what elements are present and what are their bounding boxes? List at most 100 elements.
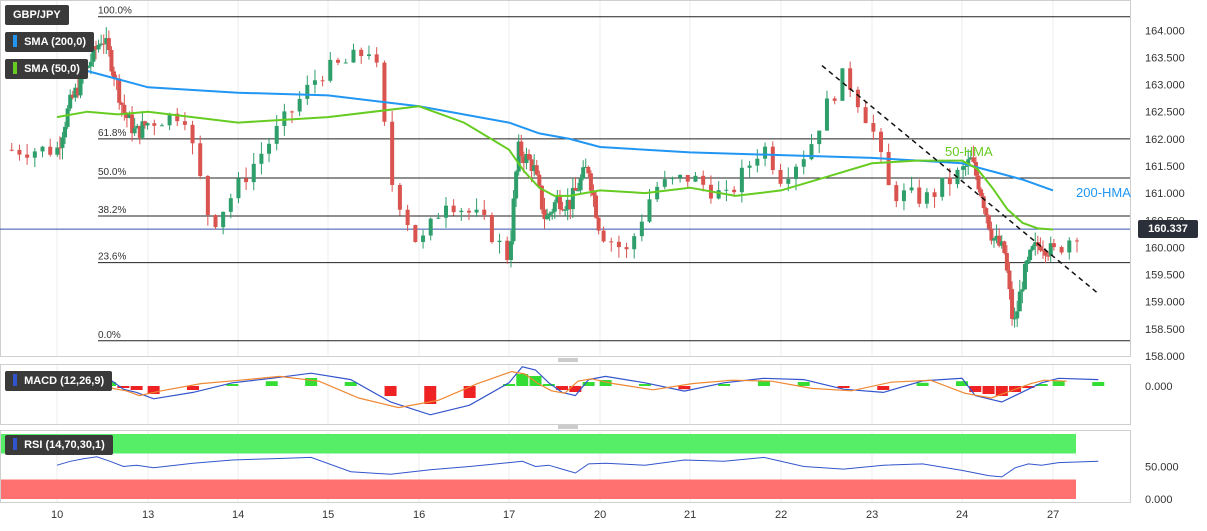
macd-bar [516, 374, 529, 386]
macd-bar [463, 386, 476, 398]
x-tick-label: 22 [775, 509, 787, 521]
candle-body [778, 169, 783, 184]
candle-body [639, 221, 644, 237]
candle-body [290, 111, 294, 113]
x-tick-label: 17 [503, 509, 515, 521]
macd-bar [582, 382, 595, 386]
candle-body [1017, 291, 1022, 312]
macd-signal-line [25, 370, 1067, 409]
candle-body [397, 184, 402, 210]
candle-body [1048, 243, 1053, 256]
candle-body [55, 147, 60, 155]
sma50-legend-text: SMA (50,0) [24, 63, 80, 75]
macd-bar [982, 386, 995, 394]
macd-bar [130, 386, 143, 390]
candle-body [436, 217, 441, 219]
candle-body [444, 205, 448, 218]
candle-body [359, 49, 364, 57]
candle-body [93, 46, 98, 50]
candle-body [413, 225, 418, 242]
candle-body [459, 210, 464, 213]
symbol-text: GBP/JPY [13, 9, 61, 21]
candle-body [616, 241, 621, 248]
last-price-label: 160.337 [1138, 220, 1198, 238]
candle-body [848, 68, 853, 90]
candle-body [40, 146, 45, 152]
candle-body [966, 159, 971, 166]
candle-body [794, 166, 799, 180]
candle-body [205, 175, 210, 216]
candle-body [390, 121, 395, 185]
fib-label: 0.0% [98, 330, 121, 341]
x-tick-label: 13 [142, 509, 154, 521]
candle-body [122, 104, 127, 114]
candle-body [91, 46, 96, 62]
candle-body [947, 177, 952, 185]
hma50-line [56, 105, 1054, 231]
candle-body [716, 190, 721, 199]
sma200-legend[interactable]: SMA (200,0) [5, 32, 95, 52]
macd-bar [757, 381, 770, 386]
candle-body [670, 177, 675, 180]
candle-body [678, 174, 683, 178]
candle-body [73, 87, 78, 98]
sma50-legend[interactable]: SMA (50,0) [5, 59, 88, 79]
sma50-swatch [13, 62, 17, 74]
macd-bar [147, 386, 160, 394]
y-tick-label: 162.000 [1145, 134, 1185, 146]
rsi-line [56, 456, 1099, 478]
candle-body [336, 59, 341, 63]
candle-body [542, 209, 547, 220]
candle-body [65, 108, 70, 127]
macd-label[interactable]: MACD (12,26,9) [5, 371, 113, 391]
candle-body [127, 114, 132, 119]
y-tick-label: 160.000 [1145, 242, 1185, 254]
candle-body [924, 192, 929, 204]
macd-bar [797, 382, 810, 386]
macd-bar [1022, 386, 1035, 388]
candle-body [632, 236, 637, 250]
fib-label: 100.0% [98, 6, 132, 17]
candle-body [986, 215, 991, 229]
candle-body [112, 71, 117, 79]
candle-body [75, 87, 80, 96]
rsi-label-text: RSI (14,70,30,1) [24, 439, 105, 451]
candle-body [739, 167, 744, 193]
candle-body [421, 235, 426, 242]
sma200-legend-text: SMA (200,0) [24, 36, 87, 48]
candle-body [1033, 242, 1038, 247]
candle-body [863, 107, 868, 124]
candle-body [1040, 250, 1045, 252]
candle-body [267, 143, 272, 154]
candle-body [809, 144, 814, 160]
candle-body [1038, 246, 1043, 251]
candle-body [786, 179, 791, 184]
candle-body [609, 241, 614, 243]
candle-body [596, 217, 601, 231]
x-tick-label: 23 [866, 509, 878, 521]
rsi-oversold-zone [1, 479, 1076, 499]
rsi-label[interactable]: RSI (14,70,30,1) [5, 435, 113, 455]
candle-body [647, 199, 652, 222]
hma200-line [56, 67, 1054, 192]
macd-bar [305, 378, 318, 386]
candle-body [132, 128, 137, 134]
candle-body [474, 209, 479, 213]
candle-body [763, 146, 768, 159]
candle-body [1004, 252, 1009, 271]
macd-bar [916, 382, 929, 386]
candle-body [508, 241, 513, 261]
y-tick-label: 163.500 [1145, 52, 1185, 64]
candle-body [228, 198, 233, 212]
macd-bar [599, 380, 612, 386]
candle-body [305, 84, 310, 99]
x-tick-label: 15 [322, 509, 334, 521]
candle-body [961, 166, 966, 170]
macd-bar [542, 384, 555, 386]
macd-bar [639, 384, 651, 386]
x-tick-label: 14 [232, 509, 244, 521]
candle-body [685, 174, 690, 182]
candle-body [917, 187, 922, 204]
